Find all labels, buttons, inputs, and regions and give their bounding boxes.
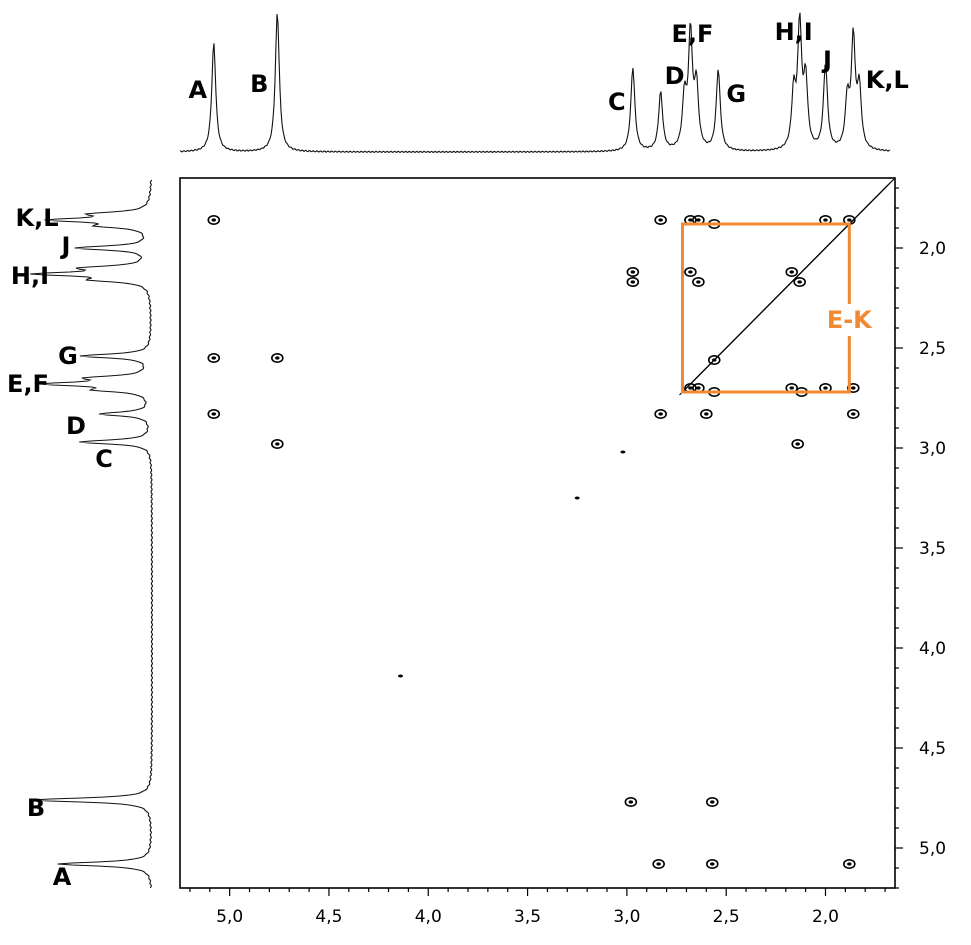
cross-peak (705, 796, 719, 807)
x-tick-label: 5,0 (216, 907, 243, 927)
cross-peak (652, 858, 665, 869)
x-axis: 5,0 4,5 4,0 3,5 3,0 2,5 2,0 (189, 888, 886, 927)
y-tick-label: 5,0 (919, 839, 946, 859)
y-tick-label: 4,0 (919, 639, 946, 659)
cross-peak (843, 858, 856, 869)
cross-peak (271, 438, 284, 449)
top-peak-label: K,L (866, 66, 909, 94)
x-tick-label: 2,0 (812, 907, 839, 927)
cross-peak (684, 266, 697, 277)
left-peak-label: B (27, 794, 45, 822)
left-peak-label: K,L (15, 204, 58, 232)
top-peak-label: G (726, 80, 746, 108)
x-tick-label: 3,5 (514, 907, 541, 927)
left-peak-label: C (95, 445, 113, 473)
cross-peak (705, 858, 719, 869)
cross-peak (785, 266, 799, 277)
highlight-box-group: E-K (680, 222, 876, 394)
cross-peak (692, 276, 705, 287)
y-axis: 2,0 2,5 3,0 3,5 4,0 4,5 5,0 (895, 187, 946, 889)
cross-peak (846, 382, 860, 393)
x-tick-label: 3,0 (613, 907, 640, 927)
left-peak-label: D (66, 412, 86, 440)
top-peak-label: A (188, 76, 207, 104)
y-tick-label: 3,0 (919, 439, 946, 459)
left-peak-label: J (60, 232, 71, 260)
top-peak-label: B (250, 70, 268, 98)
top-peak-label: D (665, 62, 685, 90)
cross-peak (791, 438, 804, 449)
top-spectrum-trace (179, 12, 891, 154)
top-peak-label: E,F (671, 20, 713, 48)
left-peak-label: H,I (11, 262, 49, 290)
x-tick-label: 2,5 (713, 907, 740, 927)
left-peak-labels: A B CD E,F G H,I JK,L (7, 204, 113, 891)
highlight-label-background (823, 304, 876, 336)
x-tick-label: 4,5 (315, 907, 342, 927)
diagonal-peak (574, 496, 580, 500)
cross-peak (626, 266, 640, 277)
left-peak-label: A (53, 863, 72, 891)
cross-peak (207, 215, 221, 226)
plot-frame (179, 177, 896, 889)
y-tick-label: 3,5 (919, 539, 946, 559)
cross-peak (793, 276, 806, 287)
cross-peak (626, 276, 640, 287)
top-peak-labels: A B C D E,F G H,I J K,L (188, 18, 908, 116)
diagonal-peak (620, 450, 626, 454)
top-peak-label: J (821, 46, 832, 74)
left-peak-label: E,F (7, 370, 49, 398)
cross-peak (654, 215, 667, 226)
diagonal-contour-line (685, 178, 895, 390)
cross-peak (271, 352, 284, 363)
cross-peaks (207, 215, 860, 869)
cross-peak (700, 408, 713, 419)
cross-peak (846, 408, 860, 419)
left-1d-spectrum (30, 179, 154, 889)
y-tick-label: 2,5 (919, 339, 946, 359)
x-tick-label: 4,0 (415, 907, 442, 927)
diagonal-ridge (397, 178, 895, 678)
top-peak-label: H,I (775, 18, 813, 46)
cross-peak (207, 408, 221, 419)
y-tick-label: 2,0 (919, 239, 946, 259)
cross-peak (654, 408, 667, 419)
diagonal-peak (397, 674, 403, 678)
top-peak-label: C (608, 88, 626, 116)
left-spectrum-trace (30, 179, 154, 889)
cross-peak (624, 796, 638, 807)
y-tick-label: 4,5 (919, 739, 946, 759)
cross-peak (707, 354, 721, 365)
cross-peak (207, 352, 221, 363)
top-1d-spectrum (179, 12, 891, 154)
highlight-box-label: E-K (827, 306, 873, 334)
left-peak-label: G (58, 342, 78, 370)
